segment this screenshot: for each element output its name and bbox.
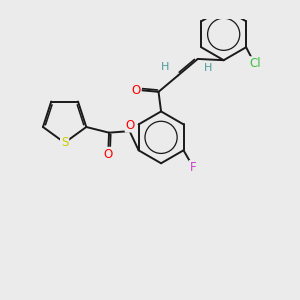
Text: Cl: Cl (249, 57, 261, 70)
Text: S: S (61, 136, 68, 149)
Text: O: O (104, 148, 113, 161)
Text: H: H (161, 61, 169, 71)
Text: H: H (204, 63, 212, 74)
Text: F: F (190, 161, 196, 174)
Text: O: O (131, 84, 141, 97)
Text: O: O (126, 118, 135, 132)
